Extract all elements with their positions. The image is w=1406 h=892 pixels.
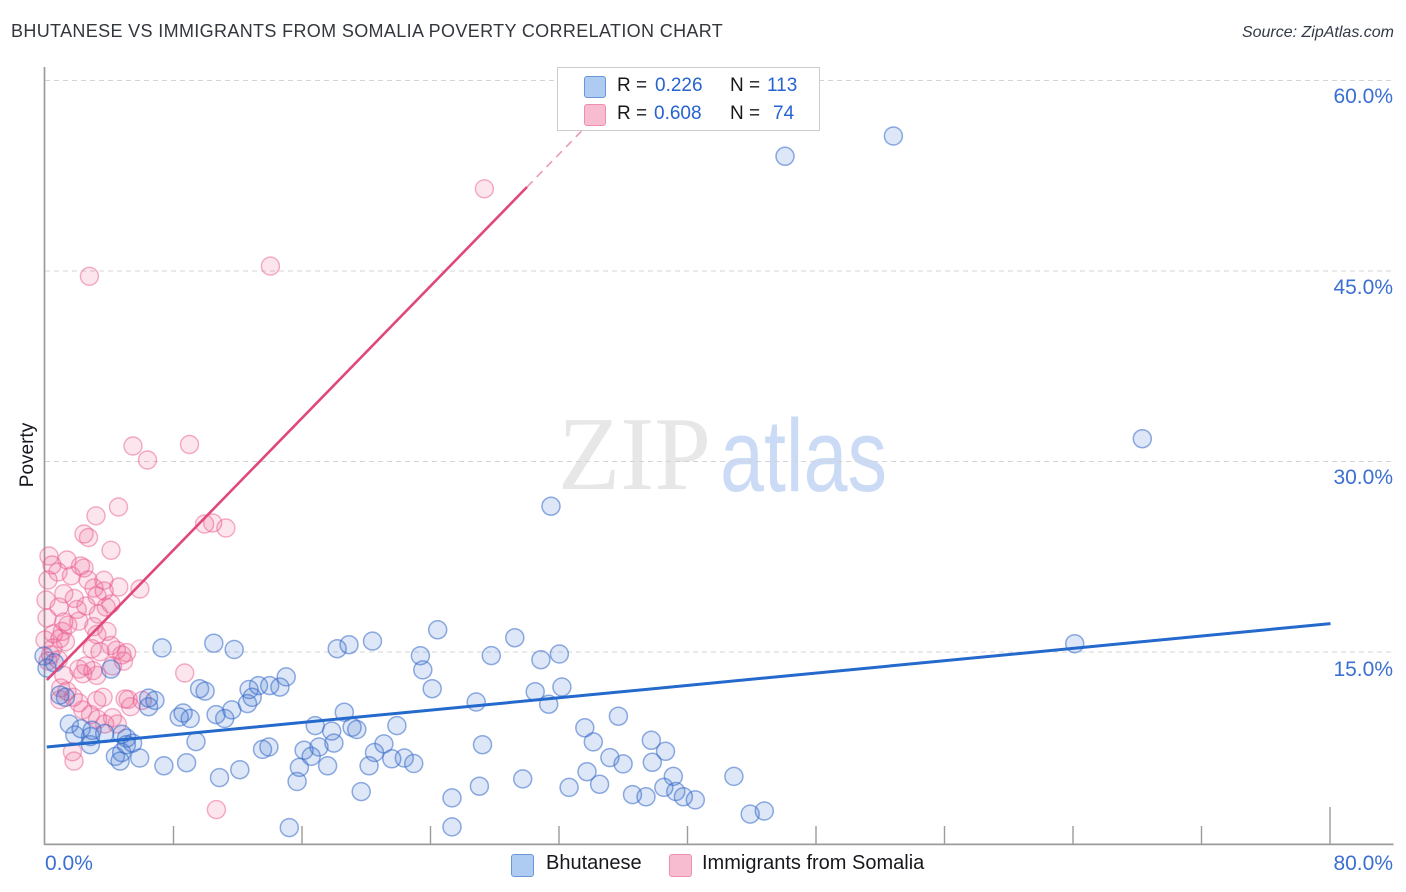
svg-text:atlas: atlas <box>720 398 887 513</box>
svg-text:ZIP: ZIP <box>558 395 711 512</box>
